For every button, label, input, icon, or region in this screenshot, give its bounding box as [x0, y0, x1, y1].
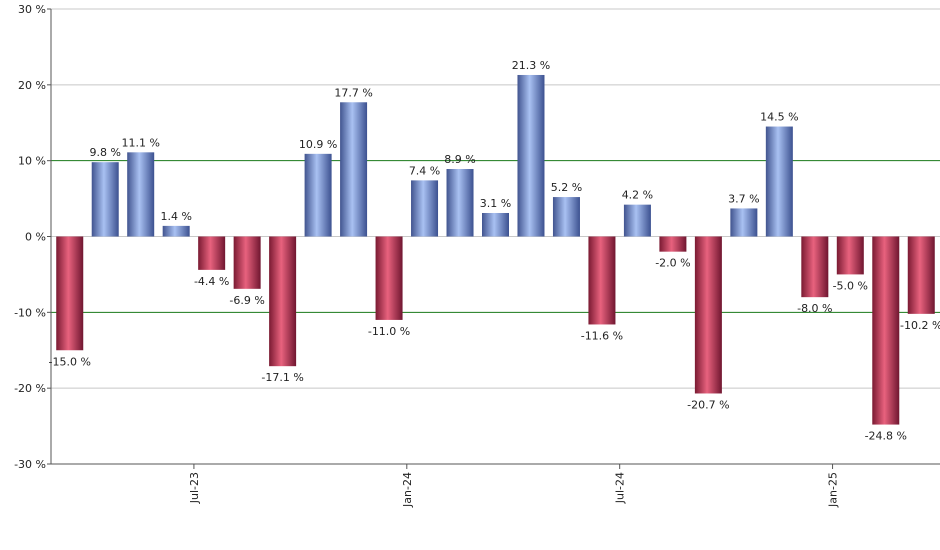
data-label: -6.9 %	[229, 294, 264, 307]
bar	[269, 236, 297, 367]
data-label: -8.0 %	[797, 302, 832, 315]
bar	[872, 236, 900, 425]
data-label: -11.6 %	[581, 329, 623, 342]
bar	[517, 74, 545, 237]
data-label: 8.9 %	[444, 153, 475, 166]
data-label: 14.5 %	[760, 111, 798, 124]
data-label: -24.8 %	[865, 430, 907, 443]
bar	[694, 236, 722, 394]
data-label: -20.7 %	[687, 398, 729, 411]
bar	[659, 236, 687, 252]
bar	[765, 126, 793, 237]
bar	[304, 153, 332, 237]
data-label: 10.9 %	[299, 138, 337, 151]
x-tick-label: Jan-24	[401, 472, 414, 508]
bar	[411, 180, 439, 237]
bar	[340, 102, 368, 237]
data-label: 7.4 %	[409, 164, 440, 177]
y-tick-label: 20 %	[18, 79, 46, 92]
bar	[446, 169, 474, 237]
y-tick-label: -20 %	[14, 382, 46, 395]
data-label: -5.0 %	[833, 279, 868, 292]
bars	[56, 74, 935, 425]
x-tick-label: Jul-23	[188, 472, 201, 504]
bar	[836, 236, 864, 275]
y-tick-label: -30 %	[14, 458, 46, 471]
bar	[552, 197, 580, 237]
bar	[127, 152, 155, 237]
bar	[162, 225, 190, 237]
bar	[482, 212, 509, 237]
data-label: -11.0 %	[368, 325, 410, 338]
data-label: 17.7 %	[334, 86, 372, 99]
bar	[375, 236, 403, 320]
bar	[801, 236, 829, 298]
axes: 30 % 20 % 10 % 0 % -10 % -20 % -30 % Jul-23 Jan-…	[14, 3, 940, 508]
bar	[588, 236, 616, 325]
data-label: 3.7 %	[728, 192, 759, 205]
bar	[730, 208, 758, 237]
data-label: 5.2 %	[551, 181, 582, 194]
y-tick-label: -10 %	[14, 306, 46, 319]
data-label: -10.2 %	[900, 319, 940, 332]
y-tick-label: 10 %	[18, 155, 46, 168]
bar	[233, 236, 261, 289]
bar	[907, 236, 935, 314]
bar	[91, 162, 119, 237]
data-label: 9.8 %	[89, 146, 120, 159]
data-label: -4.4 %	[194, 275, 229, 288]
data-label: 21.3 %	[512, 59, 550, 72]
data-labels: -15.0 % 9.8 %11.1 % 1.4 % -4.4 %-6.9 % -17.1…	[49, 59, 940, 443]
y-tick-label: 30 %	[18, 3, 46, 16]
data-label: 11.1 %	[121, 136, 159, 149]
data-label: 3.1 %	[480, 197, 511, 210]
data-label: 1.4 %	[160, 210, 191, 223]
y-tick-label: 0 %	[25, 231, 46, 244]
data-label: -2.0 %	[655, 257, 690, 270]
bar	[56, 236, 84, 351]
bar	[198, 236, 226, 270]
data-label: 4.2 %	[622, 189, 653, 202]
data-label: -17.1 %	[261, 371, 303, 384]
bar	[623, 204, 651, 237]
data-label: -15.0 %	[49, 355, 91, 368]
x-tick-label: Jul-24	[614, 472, 627, 504]
x-tick-label: Jan-25	[827, 472, 840, 508]
